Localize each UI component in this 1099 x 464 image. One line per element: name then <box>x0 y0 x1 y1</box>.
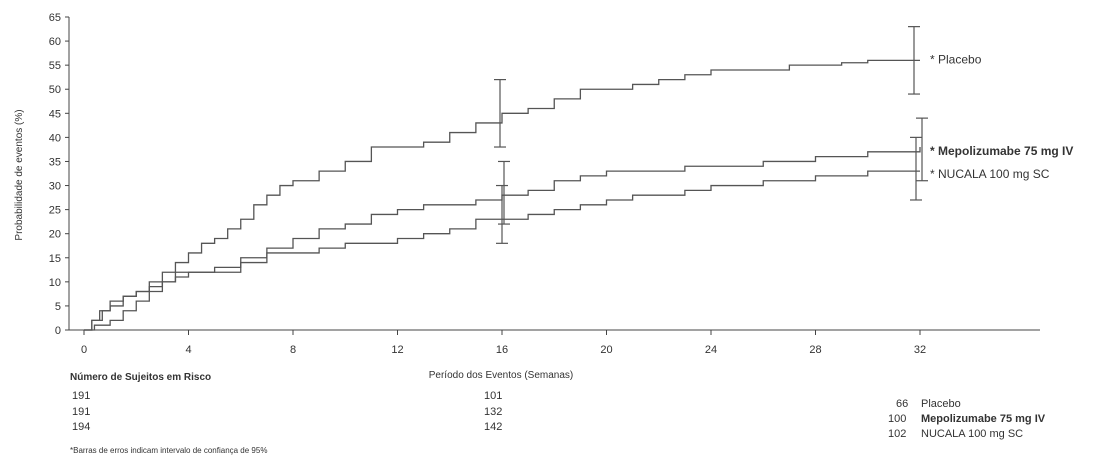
y-tick-label: 30 <box>49 181 61 193</box>
chart-series-layer <box>84 59 921 331</box>
risk-row-placebo-w0: 191 <box>72 390 91 402</box>
x-tick-label: 8 <box>290 344 296 356</box>
risk-row-placebo-w32: 66 <box>896 398 909 410</box>
y-tick-label: 60 <box>49 36 61 48</box>
risk-row-nucala-name: NUCALA 100 mg SC <box>921 428 1024 440</box>
risk-row-mepo-w32: 100 <box>888 413 907 425</box>
y-tick-label: 20 <box>49 229 61 241</box>
y-tick-label: 15 <box>49 253 61 265</box>
x-tick-label: 12 <box>391 344 403 356</box>
y-tick-label: 55 <box>49 60 61 72</box>
risk-row-placebo-w16: 101 <box>484 390 503 402</box>
y-tick-label: 25 <box>49 205 61 217</box>
y-tick-label: 45 <box>49 108 61 120</box>
risk-table-header: Número de Sujeitos em Risco <box>70 372 212 383</box>
x-tick-label: 4 <box>185 344 191 356</box>
x-tick-label: 24 <box>705 344 717 356</box>
footnote: *Barras de erros indicam intervalo de co… <box>70 446 268 455</box>
chart-series-labels: * Placebo * Mepolizumabe 75 mg IV * NUCALA… <box>930 52 1073 181</box>
risk-row-mepo-name: Mepolizumabe 75 mg IV <box>921 413 1046 425</box>
y-tick-label: 65 <box>49 12 61 24</box>
series-label-3: * NUCALA 100 mg SC <box>930 167 1050 181</box>
series-line-1 <box>84 59 920 331</box>
chart-axes: 0 5 10 15 20 25 30 35 40 45 50 55 60 65 0 4 8 12 16 20 24 28 3… <box>49 12 1040 356</box>
series-line-3 <box>84 170 920 331</box>
risk-row-nucala-w16: 142 <box>484 421 503 433</box>
series-label-2: * Mepolizumabe 75 mg IV <box>930 144 1073 158</box>
x-tick-label: 32 <box>914 344 926 356</box>
y-tick-label: 50 <box>49 84 61 96</box>
x-tick-label: 16 <box>496 344 508 356</box>
x-axis-label: Período dos Eventos (Semanas) <box>429 370 574 381</box>
x-tick-label: 20 <box>600 344 612 356</box>
risk-row-mepo-w0: 191 <box>72 406 91 418</box>
chart-errorbar-layer <box>494 26 928 244</box>
risk-row-placebo-name: Placebo <box>921 398 961 410</box>
risk-row-mepo-w16: 132 <box>484 406 503 418</box>
y-tick-label: 40 <box>49 132 61 144</box>
y-axis-label: Probabilidade de eventos (%) <box>14 109 25 240</box>
risk-row-nucala-w0: 194 <box>72 421 91 433</box>
y-tick-label: 35 <box>49 156 61 168</box>
series-line-2 <box>84 147 921 331</box>
y-tick-label: 10 <box>49 277 61 289</box>
x-tick-label: 28 <box>809 344 821 356</box>
x-tick-label: 0 <box>81 344 87 356</box>
y-tick-label: 5 <box>55 301 61 313</box>
y-tick-label: 0 <box>55 325 61 337</box>
series-label-1: * Placebo <box>930 52 982 66</box>
risk-row-nucala-w32: 102 <box>888 428 907 440</box>
